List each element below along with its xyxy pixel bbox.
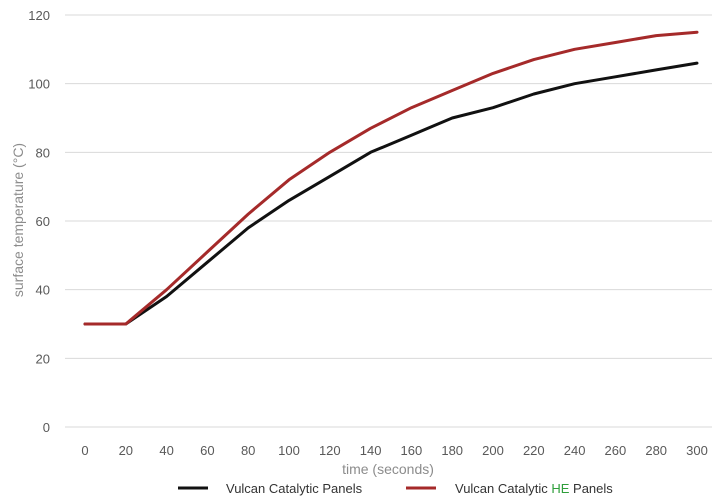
y-tick-label: 120 [28, 8, 50, 23]
x-tick-label: 60 [200, 443, 214, 458]
x-tick-label: 160 [401, 443, 423, 458]
y-tick-labels: 0 20 40 60 80 100 120 [28, 8, 50, 435]
x-tick-label: 260 [605, 443, 627, 458]
x-axis-label: time (seconds) [342, 461, 434, 477]
x-tick-label: 120 [319, 443, 341, 458]
x-tick-label: 40 [159, 443, 173, 458]
legend-label-1: Vulcan Catalytic HE Panels [455, 481, 613, 496]
series-line-0 [83, 61, 699, 326]
series-lines [83, 30, 699, 326]
series-line-1 [83, 30, 699, 326]
y-axis-label: surface temperature (°C) [10, 143, 26, 297]
x-tick-label: 220 [523, 443, 545, 458]
x-tick-label: 180 [441, 443, 463, 458]
x-tick-label: 240 [564, 443, 586, 458]
x-tick-label: 20 [119, 443, 133, 458]
y-tick-label: 60 [36, 214, 50, 229]
y-tick-label: 40 [36, 283, 50, 298]
x-tick-label: 280 [645, 443, 667, 458]
x-tick-label: 80 [241, 443, 255, 458]
x-tick-label: 300 [686, 443, 708, 458]
y-tick-label: 20 [36, 351, 50, 366]
x-tick-label: 0 [81, 443, 88, 458]
y-tick-label: 80 [36, 145, 50, 160]
x-tick-label: 140 [360, 443, 382, 458]
legend: Vulcan Catalytic Panels Vulcan Catalytic … [178, 481, 613, 496]
legend-label-0: Vulcan Catalytic Panels [226, 481, 363, 496]
x-tick-label: 100 [278, 443, 300, 458]
y-tick-label: 0 [43, 420, 50, 435]
x-tick-label: 200 [482, 443, 504, 458]
x-tick-labels: 0 20 40 60 80 100 120 140 160 180 200 220 240 260 280 3… [81, 443, 707, 458]
y-tick-label: 100 [28, 77, 50, 92]
